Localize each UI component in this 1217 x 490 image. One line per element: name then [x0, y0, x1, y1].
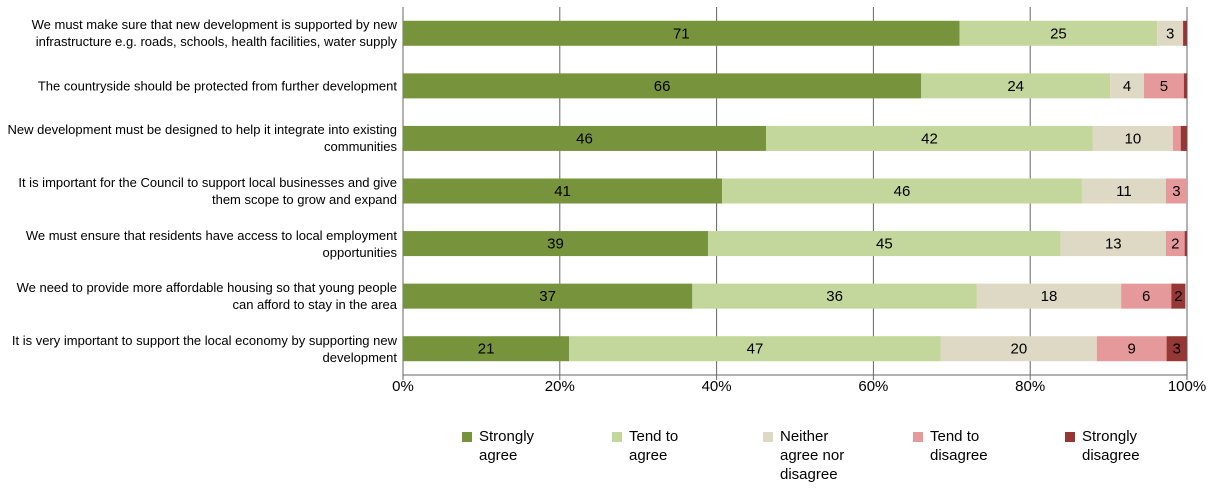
legend-label: Strongly disagree — [1082, 428, 1140, 464]
x-tick-label: 40% — [702, 378, 732, 395]
data-label: 66 — [654, 78, 671, 95]
bar-segment — [1171, 283, 1186, 309]
bar-segment — [1092, 125, 1173, 151]
bar-segment — [707, 231, 1061, 257]
data-label: 13 — [1105, 236, 1122, 253]
category-label: The countryside should be protected from… — [37, 78, 397, 94]
x-tick-label: 80% — [1015, 378, 1045, 395]
x-tick-label: 60% — [858, 378, 888, 395]
bar-segment — [1060, 231, 1166, 257]
data-label: 18 — [1041, 288, 1058, 305]
data-label: 24 — [1007, 78, 1024, 95]
data-label: 39 — [547, 236, 564, 253]
bar-segment — [940, 336, 1097, 362]
data-label: 11 — [1116, 183, 1132, 200]
legend-swatch — [913, 432, 923, 442]
legend-entry: Strongly agree — [462, 427, 559, 465]
bar-segment — [403, 231, 708, 257]
legend-entry: Strongly disagree — [1065, 427, 1162, 465]
data-label: 5 — [1160, 78, 1168, 95]
data-label: 41 — [554, 183, 571, 200]
data-label: 42 — [921, 130, 938, 147]
data-label: 46 — [576, 130, 593, 147]
legend-label: Tend to agree — [629, 428, 679, 464]
legend-label: Tend to disagree — [930, 428, 988, 464]
data-label: 20 — [1010, 341, 1027, 358]
bar-segment — [1165, 178, 1187, 204]
data-label: 21 — [478, 341, 495, 358]
bar-segment — [403, 20, 960, 46]
bar-segment — [1180, 125, 1187, 151]
legend-swatch — [1065, 432, 1075, 442]
legend-swatch — [612, 432, 622, 442]
data-label: 9 — [1128, 341, 1136, 358]
bar-segment — [1096, 336, 1167, 362]
data-label: 25 — [1050, 25, 1067, 42]
data-label: 37 — [539, 288, 556, 305]
bar-segment — [403, 125, 766, 151]
data-label: 3 — [1173, 341, 1181, 358]
legend-label: Neither agree nor disagree — [780, 428, 845, 483]
bar-segment — [765, 125, 1093, 151]
category-label: It is important for the Council to suppo… — [18, 175, 397, 207]
legend-label: Strongly agree — [479, 428, 535, 464]
data-label: 47 — [747, 341, 764, 358]
category-label: We must ensure that residents have acces… — [25, 227, 397, 260]
bar-segment — [403, 283, 693, 309]
category-label: New development must be designed to help… — [7, 122, 397, 155]
data-label: 36 — [826, 288, 843, 305]
data-label: 4 — [1123, 78, 1131, 95]
x-tick-label: 100% — [1168, 378, 1206, 395]
legend-entry: Tend to agree — [612, 427, 709, 465]
legend-entry: Tend to disagree — [913, 427, 1010, 465]
data-label: 3 — [1166, 25, 1174, 42]
x-tick-label: 20% — [545, 378, 575, 395]
bar-segment — [1183, 73, 1187, 99]
bar-segment — [1165, 231, 1185, 257]
bar-segment — [1184, 231, 1187, 257]
category-label: We need to provide more affordable housi… — [16, 280, 397, 313]
legend-swatch — [462, 432, 472, 442]
category-label: We must make sure that new development i… — [31, 17, 397, 50]
bar-segment — [722, 178, 1082, 204]
data-label: 10 — [1125, 130, 1142, 147]
bar-segment — [1183, 20, 1187, 46]
bar-segment — [1172, 125, 1181, 151]
legend-swatch — [763, 432, 773, 442]
data-label: 2 — [1171, 236, 1179, 253]
bar-segment — [1157, 20, 1184, 46]
bar-segment — [1143, 73, 1184, 99]
bar-segment — [403, 178, 723, 204]
bar-segment — [1166, 336, 1187, 362]
data-label: 45 — [876, 236, 893, 253]
category-label: It is very important to support the loca… — [11, 332, 397, 365]
bar-segment — [976, 283, 1122, 309]
data-label: 6 — [1142, 288, 1150, 305]
x-tick-label: 0% — [392, 378, 414, 395]
data-label: 2 — [1174, 288, 1182, 305]
bar-segment — [1081, 178, 1166, 204]
data-label: 46 — [894, 183, 911, 200]
bar-segment — [403, 336, 570, 362]
bar-segment — [692, 283, 977, 309]
bar-segment — [569, 336, 941, 362]
bar-segment — [403, 73, 922, 99]
data-label: 3 — [1172, 183, 1180, 200]
bar-segment — [921, 73, 1111, 99]
bar-segment — [959, 20, 1158, 46]
legend-entry: Neither agree nor disagree — [763, 427, 860, 484]
bar-segment — [1121, 283, 1172, 309]
bar-segment — [1110, 73, 1144, 99]
data-label: 71 — [673, 25, 690, 42]
